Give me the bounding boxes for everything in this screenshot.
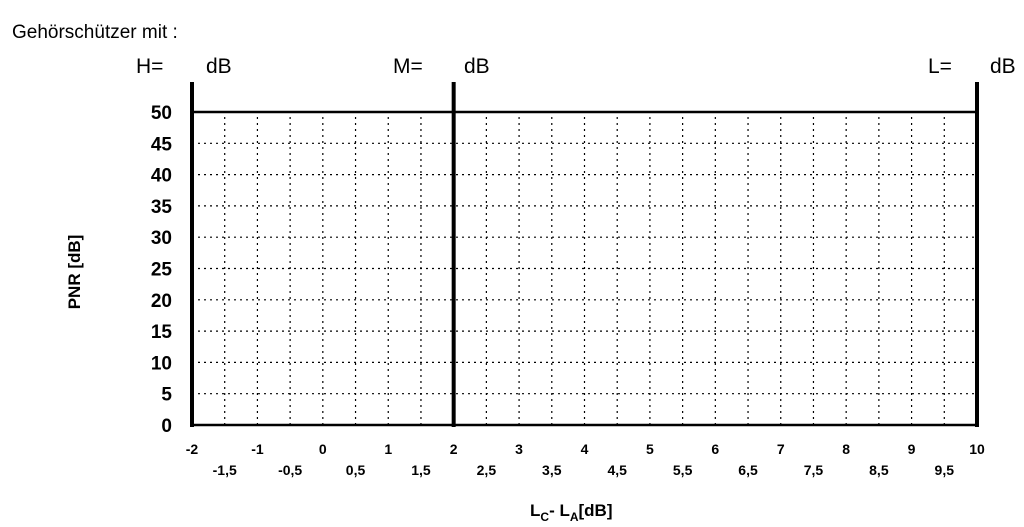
x-tick-label-major: 0 [319, 441, 327, 457]
x-tick-label-minor: 5,5 [673, 462, 693, 478]
y-tick-labels: 0 5 10 15 20 25 30 35 40 45 50 [151, 103, 173, 437]
y-tick-label: 5 [161, 385, 172, 406]
x-tick-label-minor: -1,5 [213, 462, 237, 478]
x-tick-label-major: -2 [186, 441, 199, 457]
y-tick-label: 25 [151, 260, 173, 281]
x-tick-label-minor: 0,5 [346, 462, 366, 478]
y-tick-label: 20 [151, 291, 172, 312]
l-label: L= [928, 55, 952, 78]
y-tick-label: 15 [151, 322, 173, 343]
x-tick-label-minor: 6,5 [738, 462, 758, 478]
x-tick-label-major: -1 [251, 441, 264, 457]
h-label: H= [136, 55, 163, 78]
plot-frame [190, 82, 979, 427]
x-axis-label-main: L [530, 501, 540, 520]
x-tick-label-major: 8 [842, 441, 850, 457]
x-tick-label-major: 5 [646, 441, 654, 457]
grid-lines [191, 111, 978, 426]
x-axis-label-sub1: C [540, 510, 549, 524]
x-tick-label-minor: -0,5 [278, 462, 302, 478]
x-tick-label-major: 9 [908, 441, 916, 457]
m-unit-label: dB [464, 55, 490, 78]
x-tick-label-minor: 1,5 [411, 462, 431, 478]
x-tick-label-minor: 2,5 [477, 462, 497, 478]
y-tick-label: 10 [151, 353, 172, 374]
header-title: Gehörschützer mit : [12, 22, 178, 43]
x-axis-label: LC- LA[dB] [530, 501, 613, 524]
x-axis-label-sub2: A [570, 510, 579, 524]
x-tick-label-major: 6 [711, 441, 719, 457]
x-tick-label-minor: 9,5 [935, 462, 955, 478]
y-tick-label: 30 [151, 228, 172, 249]
x-axis-label-unit: [dB] [579, 501, 613, 520]
x-tick-label-major: 10 [969, 441, 985, 457]
x-tick-label-minor: 7,5 [804, 462, 824, 478]
x-tick-labels: -2 -1 0 1 2 3 4 5 6 7 8 9 10 -1,5 -0,5 0,5 1,5 2,5 3,5 4,5 5… [186, 441, 985, 478]
x-tick-label-minor: 8,5 [869, 462, 889, 478]
y-tick-label: 45 [151, 134, 173, 155]
x-tick-label-major: 3 [515, 441, 523, 457]
x-tick-label-major: 1 [384, 441, 392, 457]
x-tick-label-minor: 3,5 [542, 462, 562, 478]
x-tick-label-major: 4 [581, 441, 589, 457]
x-tick-label-minor: 4,5 [607, 462, 627, 478]
x-tick-label-major: 7 [777, 441, 785, 457]
x-axis-label-sep: - L [549, 501, 570, 520]
y-tick-label: 40 [151, 166, 172, 187]
l-unit-label: dB [990, 55, 1016, 78]
m-label: M= [393, 55, 423, 78]
y-tick-label: 35 [151, 197, 173, 218]
y-tick-label: 0 [161, 416, 172, 437]
x-tick-label-major: 2 [450, 441, 458, 457]
y-axis-label: PNR [dB] [65, 235, 84, 310]
y-tick-label: 50 [151, 103, 172, 124]
h-unit-label: dB [206, 55, 232, 78]
